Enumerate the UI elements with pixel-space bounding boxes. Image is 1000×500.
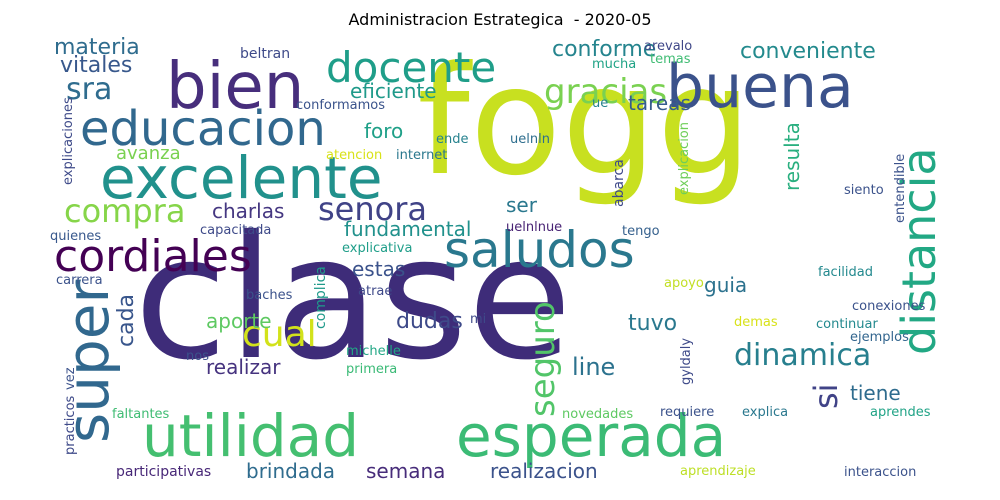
word-docente: docente xyxy=(326,43,497,92)
word-clase: clase xyxy=(134,200,573,398)
word-cada: cada xyxy=(114,293,139,347)
word-aprendes: aprendes xyxy=(870,405,931,420)
word-esperada: esperada xyxy=(456,402,727,470)
word-dinamica: dinamica xyxy=(734,338,872,373)
word-eficiente: eficiente xyxy=(350,79,437,103)
word-tiene: tiene xyxy=(850,381,901,405)
word-entendible: entendible xyxy=(893,153,908,223)
word-foro: foro xyxy=(364,119,404,143)
word-beltran: beltran xyxy=(240,46,291,62)
word-conexiones: conexiones xyxy=(852,299,926,314)
word-mucha: mucha xyxy=(592,57,637,72)
word-facilidad: facilidad xyxy=(818,265,873,280)
word-dudas: dudas xyxy=(396,309,463,334)
word-uelnln: uelnln xyxy=(510,132,550,147)
word-ue: ue xyxy=(592,96,609,111)
word-fogg: fogg xyxy=(417,37,753,209)
word-guia: guia xyxy=(704,273,748,297)
word-participativas: participativas xyxy=(116,464,212,480)
word-charlas: charlas xyxy=(212,199,285,223)
word-arevalo: arevalo xyxy=(644,39,693,54)
word-explica: explica xyxy=(742,405,789,420)
word-novedades: novedades xyxy=(562,407,634,422)
word-semana: semana xyxy=(366,459,446,483)
word-tareas: tareas xyxy=(628,91,691,115)
word-estas: estas xyxy=(352,257,406,281)
word-fundamental: fundamental xyxy=(344,217,472,241)
word-resulta: resulta xyxy=(780,122,804,191)
word-brindada: brindada xyxy=(246,459,336,483)
word-interaccion: interaccion xyxy=(844,465,917,480)
word-ende: ende xyxy=(436,132,469,147)
word-realizacion: realizacion xyxy=(490,459,598,483)
word-avanza: avanza xyxy=(116,143,181,164)
word-primera: primera xyxy=(346,362,398,377)
word-abarca: abarca xyxy=(611,159,627,207)
word-faltantes: faltantes xyxy=(112,407,170,422)
word-baches: baches xyxy=(246,288,293,303)
word-seguro: seguro xyxy=(523,301,563,417)
word-vez: vez xyxy=(63,367,78,390)
word-explicaciones: explicaciones xyxy=(61,97,76,185)
word-saludos: saludos xyxy=(444,221,635,279)
word-line: line xyxy=(572,353,616,381)
word-continuar: continuar xyxy=(816,317,878,332)
word-educacion: educacion xyxy=(80,101,326,157)
word-buena: buena xyxy=(666,52,854,122)
word-requiere: requiere xyxy=(660,405,715,420)
word-temas: temas xyxy=(650,52,691,67)
word-conforme: conforme xyxy=(552,37,657,62)
word-quienes: quienes xyxy=(50,229,102,244)
word-capacitada: capacitada xyxy=(200,223,272,238)
word-practicos: practicos xyxy=(63,395,78,455)
word-demas: demas xyxy=(734,315,778,330)
word-si: si xyxy=(807,383,845,409)
word-gyldaly: gyldaly xyxy=(679,337,694,385)
word-explicacion: explicacion xyxy=(677,121,692,195)
word-explicativa: explicativa xyxy=(342,241,413,256)
word-apoyo: apoyo xyxy=(664,276,704,291)
word-carrera: carrera xyxy=(56,273,103,288)
word-ser: ser xyxy=(506,193,537,217)
word-conveniente: conveniente xyxy=(740,39,876,64)
word-excelente: excelente xyxy=(100,144,383,212)
word-utilidad: utilidad xyxy=(142,402,360,470)
word-uelnlnue: uelnlnue xyxy=(506,220,563,235)
word-atrae: atrae xyxy=(358,284,393,299)
word-internet: internet xyxy=(396,148,448,163)
chart-title: Administracion Estrategica - 2020-05 xyxy=(348,10,652,29)
word-michelle: michelle xyxy=(346,344,401,359)
word-cual: cual xyxy=(242,314,317,355)
word-senora: senora xyxy=(318,190,427,228)
word-vitales: vitales xyxy=(60,53,133,78)
word-gracias: gracias xyxy=(544,72,668,112)
word-tengo: tengo xyxy=(622,224,660,239)
word-nos: nos xyxy=(186,349,209,364)
word-compra: compra xyxy=(64,192,186,230)
word-ejemplos: ejemplos xyxy=(850,330,909,345)
word-aprendizaje: aprendizaje xyxy=(680,464,756,479)
word-aporte: aporte xyxy=(206,309,272,333)
word-mi: mi xyxy=(470,312,487,327)
word-siento: siento xyxy=(844,183,884,198)
word-conformamos: conformamos xyxy=(296,98,386,113)
word-bien: bien xyxy=(166,50,305,124)
word-sra: sra xyxy=(66,72,113,107)
word-atencion: atencion xyxy=(326,148,383,163)
word-cordiales: cordiales xyxy=(54,231,252,282)
word-materia: materia xyxy=(54,37,140,60)
word-complica: complica xyxy=(313,266,329,329)
word-tuvo: tuvo xyxy=(628,311,678,336)
wordcloud-canvas: fogg clase utilidad esperada excelente bien bu… xyxy=(44,37,956,493)
word-realizar: realizar xyxy=(206,355,281,379)
